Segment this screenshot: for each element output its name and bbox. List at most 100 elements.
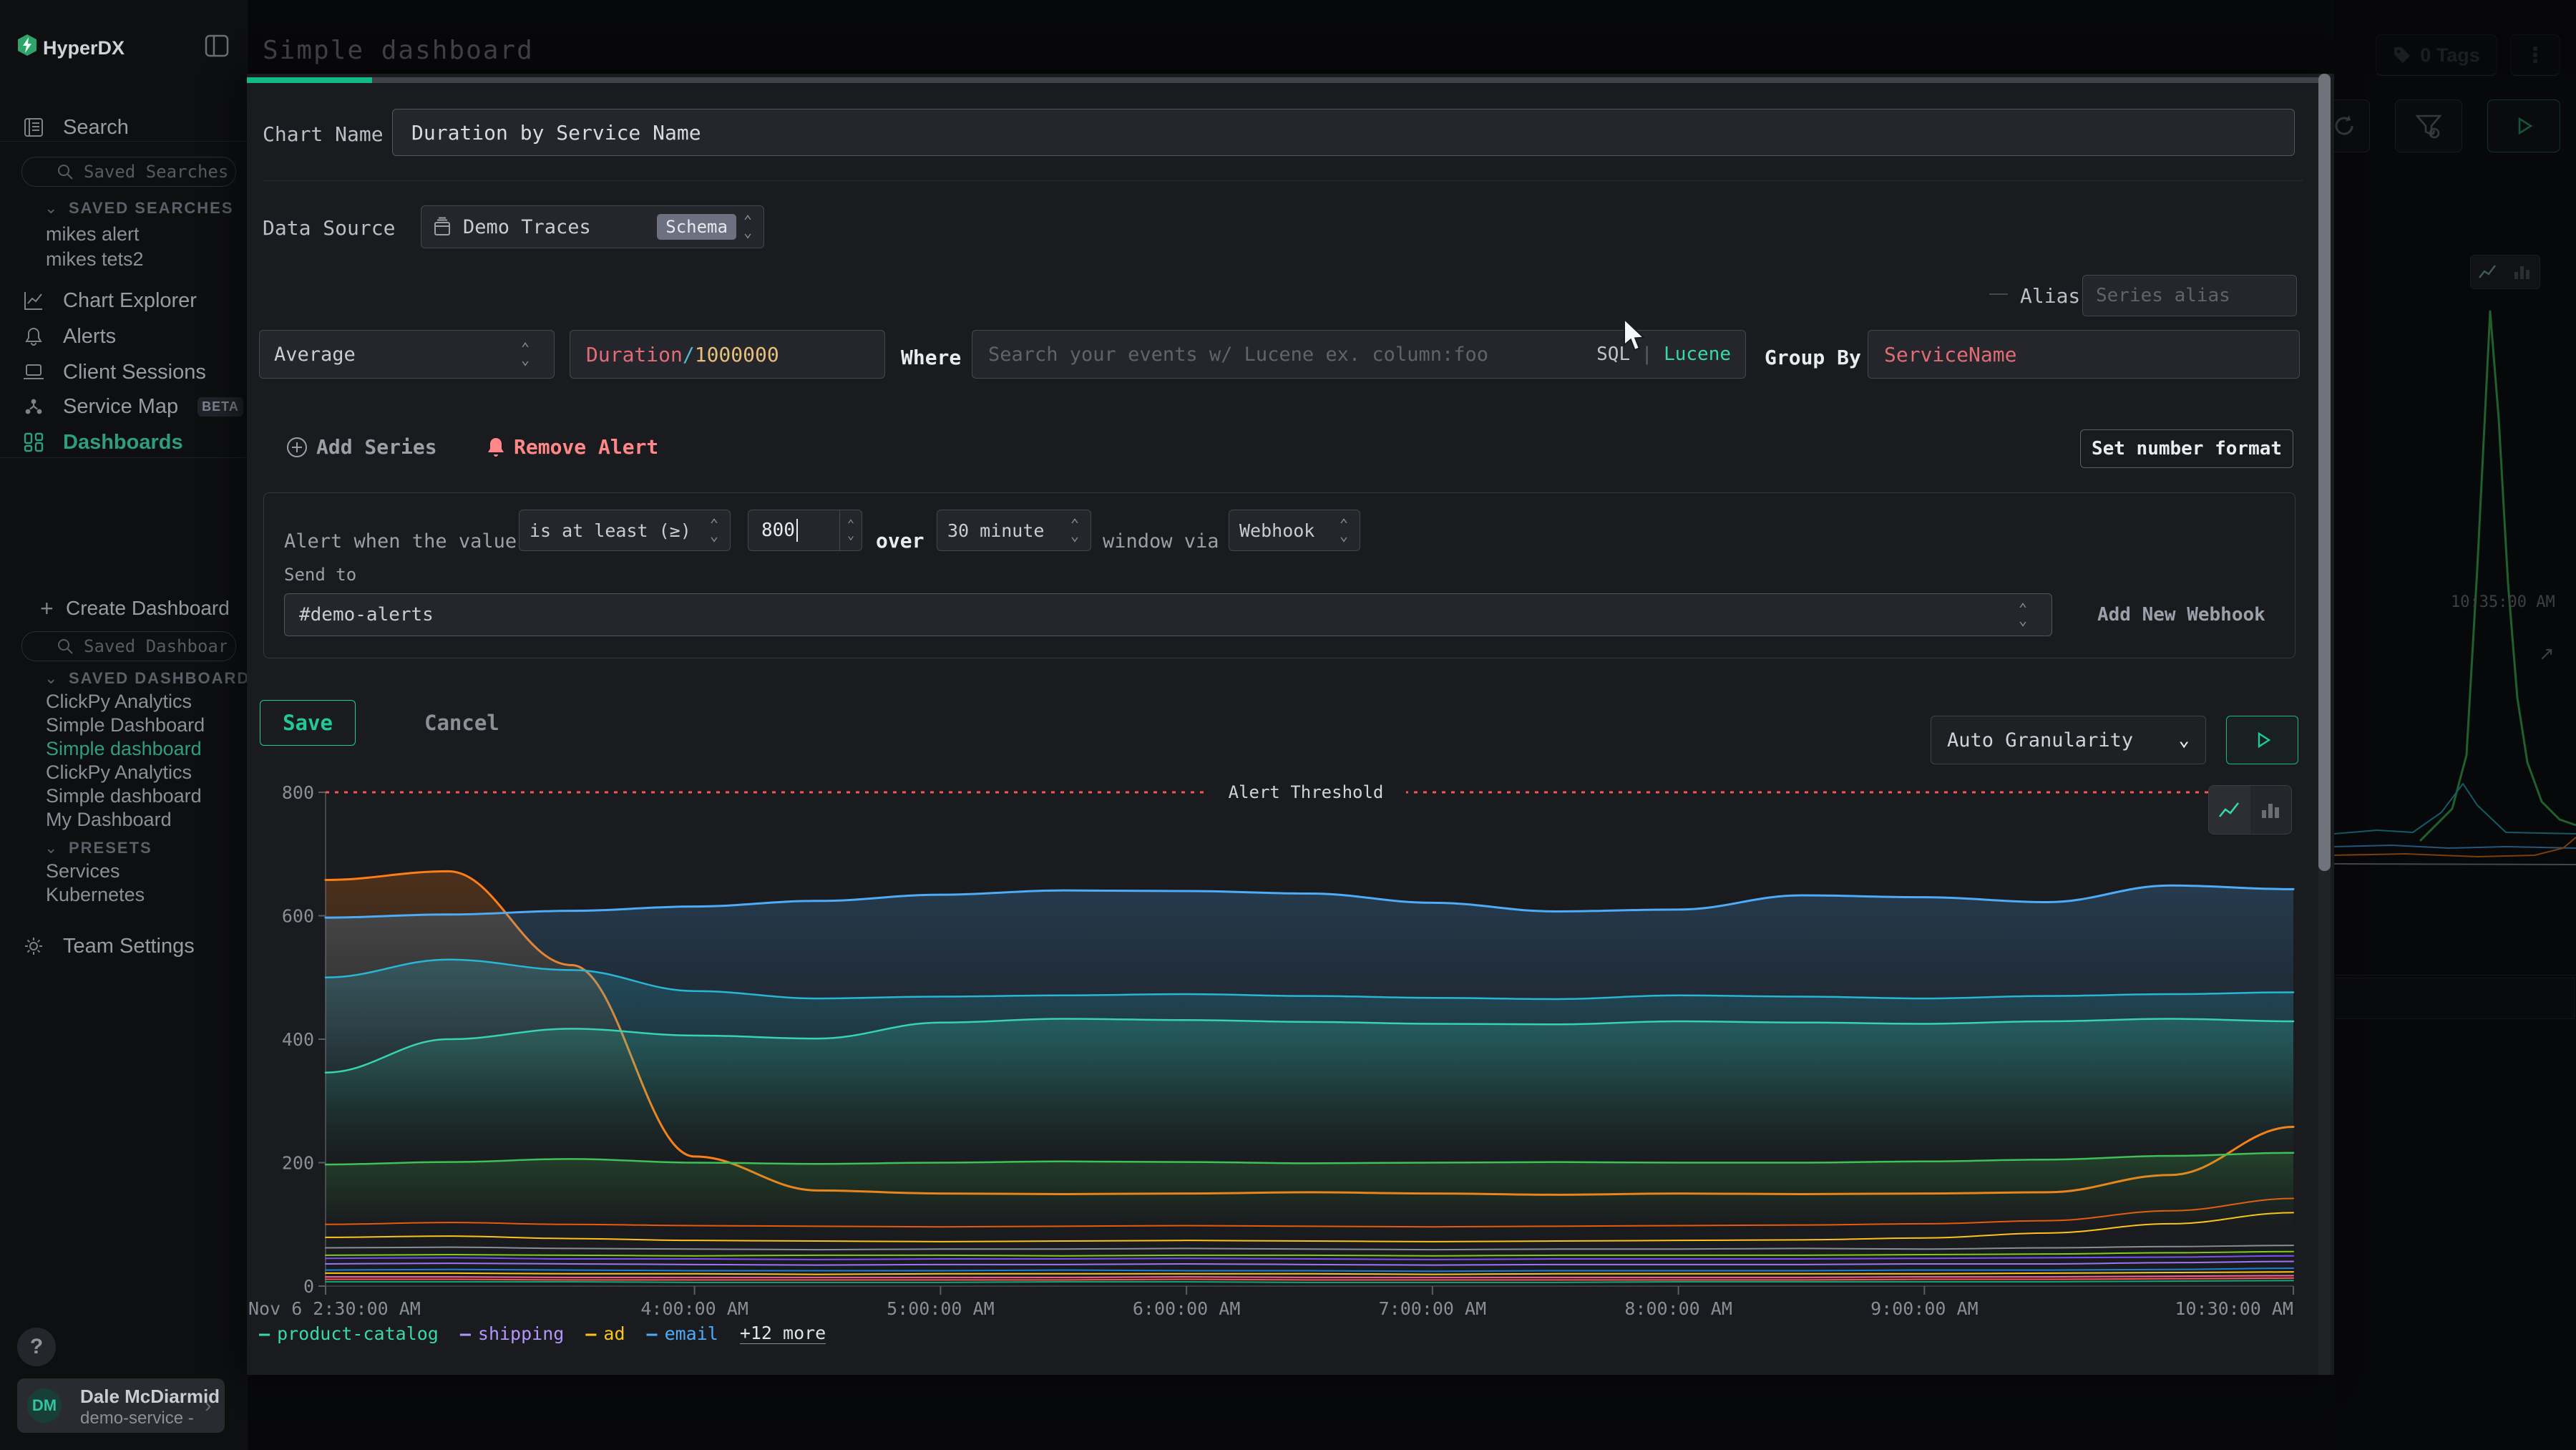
scrollbar-thumb[interactable] [2318, 74, 2331, 871]
number-stepper[interactable]: ⌃ ⌄ [839, 510, 862, 550]
lucene-toggle[interactable]: Lucene [1664, 344, 1731, 365]
series-area-email [326, 885, 2293, 1286]
webhook-select[interactable]: #demo-alerts ⌃ ⌄ [284, 593, 2052, 636]
chevron-down-icon[interactable]: ⌄ [44, 839, 58, 857]
saved-dashboards-search[interactable] [21, 631, 236, 661]
saved-searches-search[interactable] [21, 157, 236, 187]
granularity-select[interactable]: Auto Granularity ⌄ [1931, 716, 2206, 764]
legend-item-email[interactable]: — email [647, 1323, 718, 1344]
sidebar-item-search[interactable]: Search [0, 113, 247, 142]
sidebar-item-team-settings[interactable]: Team Settings [0, 932, 247, 960]
sidebar-item-chart-explorer[interactable]: Chart Explorer [0, 286, 247, 315]
topbar: Simple dashboard [247, 0, 2576, 74]
alias-field[interactable] [2082, 275, 2297, 316]
data-source-select[interactable]: Demo Traces Schema ⌃ ⌄ [421, 205, 764, 248]
saved-search-item[interactable]: mikes tets2 [46, 248, 144, 270]
drawer-scrollbar[interactable] [2318, 74, 2331, 1375]
save-button[interactable]: Save [260, 700, 356, 746]
bar-chart-icon[interactable] [2250, 786, 2292, 834]
over-label: over [876, 529, 924, 553]
legend-item-shipping[interactable]: — shipping [460, 1323, 564, 1344]
cancel-button[interactable]: Cancel [424, 711, 499, 735]
saved-searches-input[interactable] [82, 157, 228, 186]
granularity-value: Auto Granularity [1947, 729, 2134, 751]
saved-dashboard-item[interactable]: ClickPy Analytics [46, 762, 192, 783]
saved-dashboards-input[interactable] [82, 632, 228, 661]
background-time-label: 10:35:00 AM [2451, 593, 2555, 611]
chart-explorer-icon [23, 290, 44, 311]
user-card[interactable]: DM Dale McDiarmid demo-service - › [17, 1378, 225, 1433]
kebab-menu-button[interactable]: ⋮ [2510, 34, 2560, 76]
group-by-field[interactable]: ServiceName [1868, 330, 2300, 379]
line-chart-icon[interactable] [2209, 786, 2250, 834]
add-new-webhook-link[interactable]: Add New Webhook [2097, 604, 2265, 626]
database-icon [433, 217, 452, 237]
sidebar-item-dashboards[interactable]: Dashboards [0, 428, 247, 457]
sql-toggle[interactable]: SQL [1596, 344, 1631, 365]
alias-input[interactable] [2094, 284, 2285, 307]
expand-arrow-icon[interactable]: ↗ [2539, 643, 2555, 664]
saved-dashboard-item[interactable]: My Dashboard [46, 809, 172, 830]
x-tick-label: 5:00:00 AM [887, 1298, 995, 1319]
sidebar-item-label: Chart Explorer [63, 288, 197, 312]
saved-dashboard-item[interactable]: ClickPy Analytics [46, 691, 192, 712]
run-chart-button[interactable] [2226, 716, 2298, 764]
alert-threshold-label: Alert Threshold [1229, 782, 1384, 802]
alert-threshold-field[interactable]: 800 ⌃ ⌄ [748, 510, 862, 551]
sidebar-item-alerts[interactable]: Alerts [0, 322, 247, 351]
help-button[interactable]: ? [17, 1328, 56, 1366]
avatar: DM [27, 1388, 62, 1423]
alert-channel-value: Webhook [1239, 520, 1315, 541]
saved-dashboard-item[interactable]: Simple dashboard [46, 785, 202, 807]
saved-dashboard-item[interactable]: Simple dashboard [46, 738, 202, 759]
where-search-input[interactable] [987, 342, 1597, 366]
chevron-down-icon[interactable]: ⌄ [44, 199, 58, 217]
alert-condition-select[interactable]: is at least (≥) ⌃ ⌄ [519, 510, 731, 551]
tag-icon [2393, 46, 2411, 64]
saved-dashboards-header[interactable]: SAVED DASHBOARDS [69, 669, 262, 687]
x-tick-label: 6:00:00 AM [1133, 1298, 1241, 1319]
tags-button[interactable]: 0 Tags [2376, 34, 2497, 76]
remove-alert-button[interactable]: Remove Alert [487, 435, 658, 459]
chart-legend: — product-catalog — shipping — ad — email +12 mo… [259, 1323, 826, 1344]
aggregation-select[interactable]: Average ⌃ ⌄ [259, 330, 555, 379]
create-dashboard-button[interactable]: + Create Dashboard [0, 594, 247, 623]
set-number-format-button[interactable]: Set number format [2080, 429, 2293, 468]
where-search-field[interactable]: SQL | Lucene [972, 330, 1746, 379]
preset-item[interactable]: Services [46, 860, 120, 882]
saved-search-item[interactable]: mikes alert [46, 223, 140, 245]
chart-name-field[interactable] [392, 109, 2295, 156]
legend-item-ad[interactable]: — ad [585, 1323, 625, 1344]
brand-name: HyperDX [43, 37, 125, 59]
sidebar-item-client-sessions[interactable]: Client Sessions [0, 358, 247, 386]
legend-more[interactable]: +12 more [739, 1323, 826, 1344]
saved-dashboard-item[interactable]: Simple Dashboard [46, 714, 205, 736]
run-query-button[interactable] [2487, 99, 2560, 152]
chart-type-toggle[interactable] [2208, 785, 2292, 835]
plus-circle-icon [286, 437, 308, 458]
legend-swatch: — [259, 1323, 270, 1344]
background-series-line [2419, 310, 2576, 842]
tags-label: 0 Tags [2420, 44, 2480, 66]
filter-button[interactable] [2395, 99, 2462, 152]
x-tick-label: 10:30:00 AM [2175, 1298, 2293, 1319]
chevron-down-icon[interactable]: ⌄ [44, 669, 58, 687]
sidebar-item-label: Search [63, 115, 129, 139]
legend-item-product-catalog[interactable]: — product-catalog [259, 1323, 439, 1344]
field-expression[interactable]: Duration/1000000 [570, 330, 885, 379]
search-icon [57, 163, 74, 180]
sidebar-collapse-icon[interactable] [205, 34, 229, 57]
alert-preview-chart[interactable]: 0 200 400 600 800 Nov 6 2:30:00 AM 4:00:00 AM 5… [247, 777, 2301, 1349]
alert-window-select[interactable]: 30 minute ⌃ ⌄ [937, 510, 1091, 551]
presets-header[interactable]: PRESETS [69, 839, 152, 857]
sidebar-item-label: Client Sessions [63, 360, 206, 384]
sidebar-item-service-map[interactable]: Service Map BETA [0, 392, 247, 421]
saved-searches-header[interactable]: SAVED SEARCHES [69, 199, 234, 217]
preset-item[interactable]: Kubernetes [46, 884, 145, 905]
schema-badge[interactable]: Schema [657, 214, 736, 240]
add-series-button[interactable]: Add Series [286, 435, 437, 459]
select-chevrons-icon: ⌃ ⌄ [743, 212, 752, 240]
chart-name-input[interactable] [410, 120, 2277, 145]
alert-channel-select[interactable]: Webhook ⌃ ⌄ [1229, 510, 1360, 551]
